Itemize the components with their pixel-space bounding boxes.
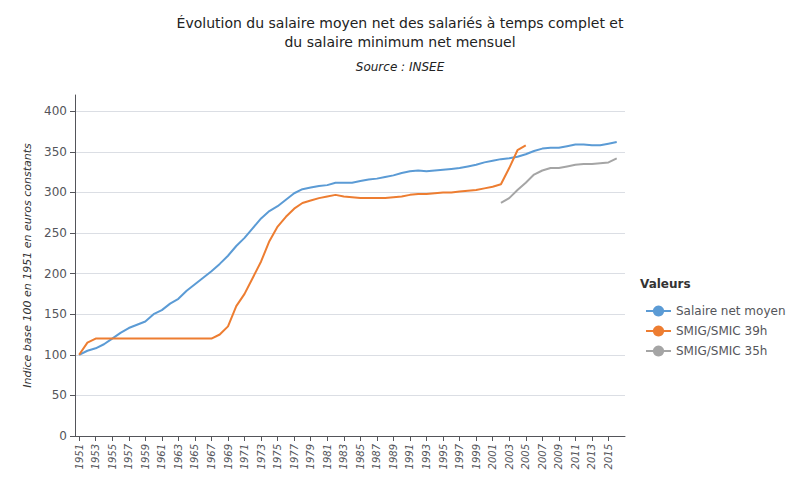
- svg-text:Salaire net moyen: Salaire net moyen: [676, 304, 786, 318]
- svg-text:1983: 1983: [338, 444, 349, 469]
- svg-text:1989: 1989: [388, 444, 399, 469]
- svg-text:2001: 2001: [487, 444, 498, 469]
- svg-text:1995: 1995: [438, 444, 449, 469]
- svg-text:1959: 1959: [140, 444, 151, 469]
- svg-text:Évolution du salaire moyen net: Évolution du salaire moyen net des salar…: [177, 15, 624, 31]
- svg-text:1965: 1965: [189, 444, 200, 469]
- svg-text:2015: 2015: [603, 444, 614, 469]
- svg-text:1961: 1961: [156, 444, 167, 469]
- svg-text:1951: 1951: [74, 444, 85, 469]
- svg-text:1967: 1967: [206, 443, 217, 469]
- svg-text:1975: 1975: [272, 444, 283, 469]
- svg-text:200: 200: [44, 267, 67, 281]
- svg-text:Valeurs: Valeurs: [640, 277, 691, 291]
- svg-text:1991: 1991: [404, 444, 415, 469]
- svg-text:1955: 1955: [107, 444, 118, 469]
- svg-text:1987: 1987: [371, 443, 382, 469]
- svg-text:1957: 1957: [123, 443, 134, 469]
- svg-text:1969: 1969: [223, 444, 234, 469]
- svg-text:2003: 2003: [504, 444, 515, 469]
- svg-text:150: 150: [44, 307, 67, 321]
- svg-text:Source : INSEE: Source : INSEE: [356, 60, 445, 74]
- svg-text:du salaire minimum net mensuel: du salaire minimum net mensuel: [284, 34, 515, 50]
- svg-text:100: 100: [44, 348, 67, 362]
- svg-text:1997: 1997: [454, 443, 465, 469]
- svg-text:2011: 2011: [570, 444, 581, 469]
- svg-text:0: 0: [59, 429, 67, 443]
- svg-text:2009: 2009: [553, 444, 564, 469]
- svg-text:1977: 1977: [289, 443, 300, 469]
- svg-text:SMIG/SMIC 35h: SMIG/SMIC 35h: [676, 344, 767, 358]
- svg-text:1973: 1973: [256, 444, 267, 469]
- svg-text:Indice base 100 en 1951 en eur: Indice base 100 en 1951 en euros constan…: [21, 143, 34, 388]
- svg-text:2007: 2007: [537, 443, 548, 469]
- svg-text:1979: 1979: [305, 444, 316, 469]
- svg-text:250: 250: [44, 226, 67, 240]
- svg-text:400: 400: [44, 104, 67, 118]
- svg-text:50: 50: [52, 388, 67, 402]
- svg-text:1993: 1993: [421, 444, 432, 469]
- svg-text:2005: 2005: [520, 444, 531, 469]
- svg-text:1981: 1981: [322, 444, 333, 469]
- svg-text:1999: 1999: [471, 444, 482, 469]
- svg-text:350: 350: [44, 145, 67, 159]
- svg-text:300: 300: [44, 185, 67, 199]
- svg-text:1953: 1953: [90, 444, 101, 469]
- svg-text:1971: 1971: [239, 444, 250, 469]
- svg-text:SMIG/SMIC 39h: SMIG/SMIC 39h: [676, 324, 767, 338]
- svg-text:1963: 1963: [173, 444, 184, 469]
- svg-text:1985: 1985: [355, 444, 366, 469]
- svg-text:2013: 2013: [586, 444, 597, 469]
